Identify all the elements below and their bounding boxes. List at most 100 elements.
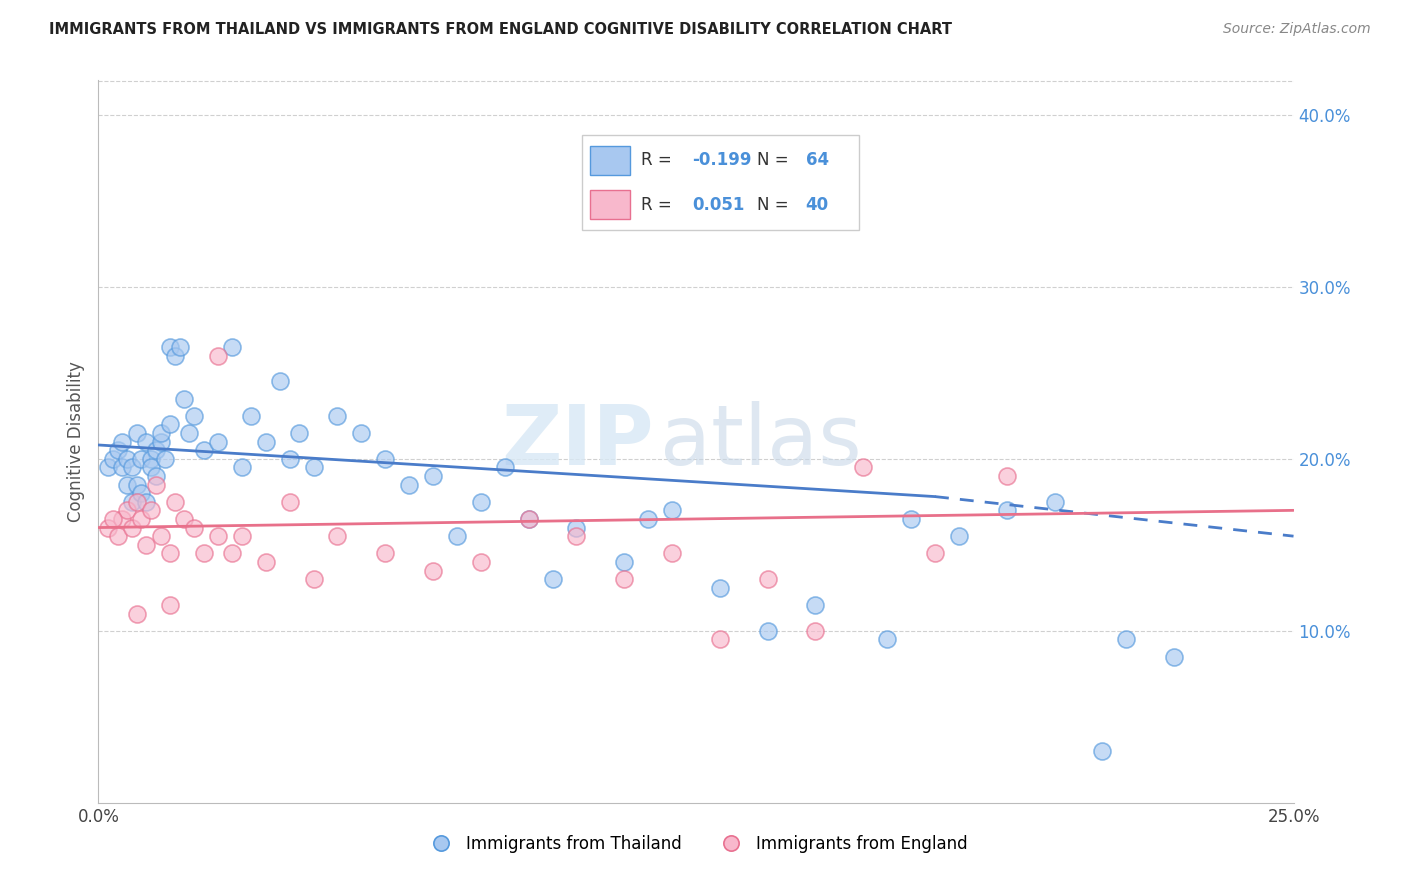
Point <box>125 425 148 440</box>
Point <box>145 443 167 458</box>
Point <box>121 494 143 508</box>
Point <box>121 520 143 534</box>
Point <box>924 546 946 560</box>
Point <box>159 598 181 612</box>
Point <box>565 529 588 543</box>
Point <box>125 494 148 508</box>
Point <box>97 520 120 534</box>
Text: 64: 64 <box>806 152 828 169</box>
Point <box>995 503 1018 517</box>
Text: R =: R = <box>641 152 678 169</box>
Point <box>193 546 215 560</box>
Point <box>115 503 138 517</box>
Point <box>111 434 134 449</box>
Point <box>240 409 263 423</box>
Point <box>131 486 153 500</box>
FancyBboxPatch shape <box>582 136 859 230</box>
Point <box>278 494 301 508</box>
Point <box>159 417 181 432</box>
Point <box>207 349 229 363</box>
Point <box>107 443 129 458</box>
Point <box>183 520 205 534</box>
Point <box>159 340 181 354</box>
Y-axis label: Cognitive Disability: Cognitive Disability <box>66 361 84 522</box>
Point <box>661 503 683 517</box>
Point <box>101 451 124 466</box>
Point <box>131 451 153 466</box>
Point <box>111 460 134 475</box>
Point <box>302 572 325 586</box>
Point <box>948 529 970 543</box>
Text: Source: ZipAtlas.com: Source: ZipAtlas.com <box>1223 22 1371 37</box>
Text: R =: R = <box>641 195 678 214</box>
Point <box>756 572 779 586</box>
Point <box>541 572 564 586</box>
Text: 40: 40 <box>806 195 828 214</box>
Text: ZIP: ZIP <box>502 401 654 482</box>
Text: -0.199: -0.199 <box>692 152 752 169</box>
Point <box>183 409 205 423</box>
Point <box>326 409 349 423</box>
Point <box>149 425 172 440</box>
Point <box>374 451 396 466</box>
Point <box>135 494 157 508</box>
Point <box>169 340 191 354</box>
Point <box>125 477 148 491</box>
Point <box>131 512 153 526</box>
Point <box>613 555 636 569</box>
Point <box>254 555 277 569</box>
Point <box>565 520 588 534</box>
Point <box>135 538 157 552</box>
Point <box>278 451 301 466</box>
Point <box>115 477 138 491</box>
Point <box>193 443 215 458</box>
Point <box>135 434 157 449</box>
Point <box>1043 494 1066 508</box>
Point <box>517 512 540 526</box>
Text: N =: N = <box>758 195 794 214</box>
Point <box>661 546 683 560</box>
Point <box>139 451 162 466</box>
FancyBboxPatch shape <box>591 190 630 219</box>
Point <box>470 494 492 508</box>
Point <box>159 546 181 560</box>
Point <box>1091 744 1114 758</box>
Point <box>756 624 779 638</box>
Point <box>876 632 898 647</box>
Point <box>1115 632 1137 647</box>
Point <box>173 512 195 526</box>
Point <box>804 624 827 638</box>
Point <box>139 503 162 517</box>
Point <box>446 529 468 543</box>
Point <box>231 460 253 475</box>
Point <box>350 425 373 440</box>
Text: N =: N = <box>758 152 794 169</box>
Point <box>517 512 540 526</box>
Legend: Immigrants from Thailand, Immigrants from England: Immigrants from Thailand, Immigrants fro… <box>418 828 974 860</box>
Point <box>111 512 134 526</box>
Point <box>398 477 420 491</box>
Point <box>179 425 201 440</box>
Point <box>804 598 827 612</box>
Point <box>163 349 186 363</box>
Point <box>374 546 396 560</box>
Point <box>173 392 195 406</box>
Point <box>107 529 129 543</box>
Point <box>125 607 148 621</box>
Point <box>121 460 143 475</box>
Point <box>613 572 636 586</box>
Point <box>709 581 731 595</box>
Point <box>422 469 444 483</box>
Point <box>422 564 444 578</box>
Point <box>494 460 516 475</box>
Point <box>637 512 659 526</box>
Point <box>709 632 731 647</box>
Point <box>269 375 291 389</box>
Point <box>900 512 922 526</box>
Text: IMMIGRANTS FROM THAILAND VS IMMIGRANTS FROM ENGLAND COGNITIVE DISABILITY CORRELA: IMMIGRANTS FROM THAILAND VS IMMIGRANTS F… <box>49 22 952 37</box>
Point <box>149 434 172 449</box>
Point <box>326 529 349 543</box>
Text: atlas: atlas <box>661 401 862 482</box>
Point <box>163 494 186 508</box>
Text: 0.051: 0.051 <box>692 195 745 214</box>
